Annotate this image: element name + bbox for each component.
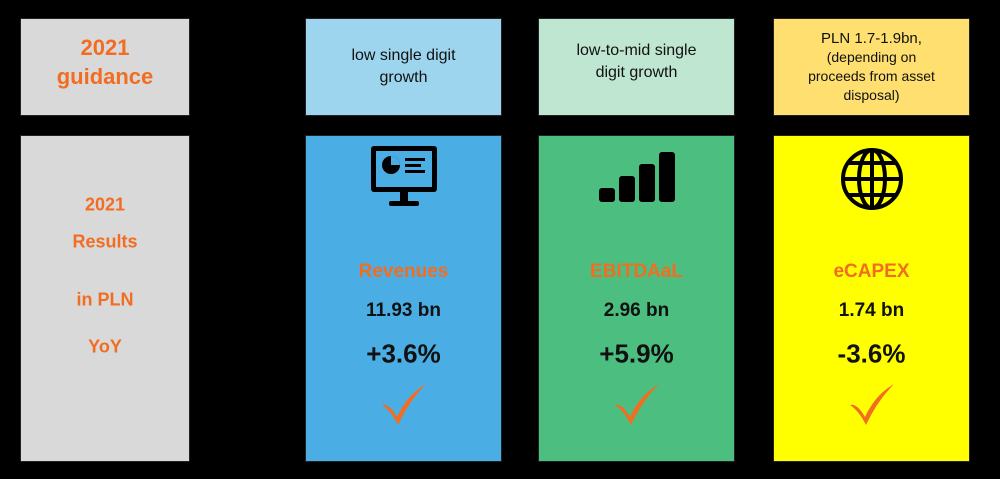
metric-value: 2.96 bn [603, 300, 670, 321]
guidance-line: digit growth [595, 64, 678, 82]
guidance-label: 2021 [80, 35, 130, 60]
monitor-icon [370, 146, 437, 206]
metric-name: eCAPEX [833, 261, 910, 282]
guidance-line: (depending on [826, 49, 917, 65]
guidance-line: disposal) [843, 87, 900, 103]
results-label: Results [72, 231, 138, 252]
result-box: EBITDAaL 2.96 bn +5.9% [538, 135, 735, 462]
result-box: Revenues 11.93 bn +3.6% [305, 135, 502, 462]
guidance-text: low-to-mid single digit growth [539, 40, 734, 84]
results-label: 2021 [84, 194, 126, 215]
metric-name: Revenues [358, 261, 449, 282]
results-label: YoY [88, 336, 122, 357]
guidance-line: low-to-mid single [576, 42, 697, 60]
guidance-line: growth [379, 69, 428, 86]
guidance-label-box: 2021 guidance [20, 18, 190, 116]
checkmark [614, 384, 659, 425]
metric-change: +3.6% [366, 338, 441, 369]
checkmark [849, 384, 894, 425]
guidance-text: PLN 1.7-1.9bn, (depending on proceeds fr… [774, 29, 969, 105]
bars-icon [598, 152, 675, 202]
guidance-text: low single digit growth [306, 45, 501, 89]
guidance-line: low single digit [351, 47, 456, 64]
metric-value: 11.93 bn [366, 300, 441, 321]
results-label-box: 2021 Results in PLN YoY [20, 135, 190, 462]
results-label: in PLN [76, 289, 134, 310]
metric-change: +5.9% [599, 338, 674, 369]
result-box: eCAPEX 1.74 bn -3.6% [773, 135, 970, 462]
guidance-box: PLN 1.7-1.9bn, (depending on proceeds fr… [773, 18, 970, 116]
globe-icon [840, 148, 903, 210]
metric-name: EBITDAaL [590, 261, 683, 282]
metric-value: 1.74 bn [838, 300, 905, 321]
checkmark [381, 384, 426, 425]
guidance-box: low single digit growth [305, 18, 502, 116]
guidance-label: guidance [56, 64, 154, 89]
metric-change: -3.6% [837, 338, 906, 369]
guidance-line: PLN 1.7-1.9bn, [821, 30, 922, 47]
guidance-box: low-to-mid single digit growth [538, 18, 735, 116]
guidance-line: proceeds from asset [808, 68, 935, 84]
